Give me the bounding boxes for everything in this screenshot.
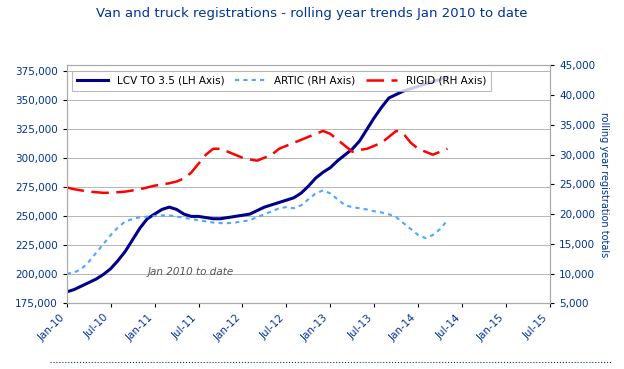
Y-axis label: rolling year registration totals: rolling year registration totals [599, 112, 609, 257]
Text: Jan 2010 to date: Jan 2010 to date [147, 267, 233, 277]
Legend: LCV TO 3.5 (LH Axis), ARTIC (RH Axis), RIGID (RH Axis): LCV TO 3.5 (LH Axis), ARTIC (RH Axis), R… [72, 70, 491, 91]
Text: Van and truck registrations - rolling year trends Jan 2010 to date: Van and truck registrations - rolling ye… [96, 7, 528, 20]
